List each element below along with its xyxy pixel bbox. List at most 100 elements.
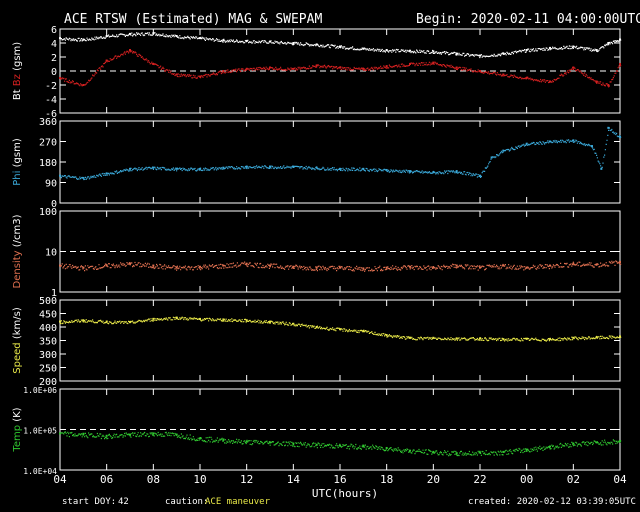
data-point	[432, 450, 435, 453]
y-axis-label: Density (/cm3)	[12, 214, 23, 288]
data-point	[175, 433, 178, 436]
data-point	[572, 262, 575, 265]
data-point	[525, 448, 528, 451]
data-point	[129, 49, 131, 51]
y-tick-label: 90	[45, 179, 57, 190]
data-point	[607, 126, 610, 129]
data-point	[292, 165, 295, 168]
y-axis-label-part: (km/s)	[12, 307, 23, 342]
y-tick-label: 250	[39, 364, 57, 375]
data-point	[572, 442, 575, 445]
data-point	[502, 52, 505, 55]
y-axis-label-part: Density	[12, 250, 23, 288]
created-time: created: 2020-02-12 03:39:05UTC	[468, 497, 636, 507]
data-point	[129, 167, 131, 170]
y-tick-label: 6	[51, 25, 57, 36]
data-point	[595, 263, 598, 266]
x-tick-label: 10	[193, 473, 206, 486]
series-speed	[59, 316, 622, 342]
data-point	[572, 66, 575, 69]
x-tick-label: 04	[53, 473, 67, 486]
data-point	[292, 265, 295, 268]
y-axis-label: Phi (gsm)	[12, 138, 23, 186]
y-axis-label-part: (K)	[12, 407, 23, 425]
x-tick-label: 08	[147, 473, 160, 486]
data-point	[339, 45, 341, 48]
x-tick-label: 02	[567, 473, 580, 486]
data-point	[595, 49, 598, 51]
data-point	[591, 145, 593, 148]
series-phi	[59, 126, 622, 181]
data-point	[222, 39, 225, 42]
data-point	[245, 262, 248, 265]
data-point	[595, 80, 598, 83]
data-point	[525, 77, 528, 79]
data-point	[175, 167, 178, 170]
y-tick-label: 1	[51, 288, 57, 299]
x-tick-label: 04	[613, 473, 627, 486]
data-point	[455, 52, 458, 55]
data-point	[222, 439, 225, 442]
caution-label: caution:	[165, 497, 209, 507]
data-point	[455, 66, 458, 69]
data-point	[292, 42, 295, 44]
chart-title: ACE RTSW (Estimated) MAG & SWEPAM	[64, 12, 323, 27]
data-point	[549, 445, 551, 448]
data-point	[269, 441, 271, 444]
y-axis-label-part: (gsm)	[12, 42, 23, 74]
y-tick-label: -2	[45, 81, 57, 92]
panel-frame	[59, 299, 621, 382]
data-scatter	[60, 316, 622, 342]
y-tick-label: 400	[39, 323, 57, 334]
data-point	[455, 170, 458, 173]
x-tick-label: 14	[287, 473, 301, 486]
data-point	[129, 262, 131, 265]
data-point	[245, 440, 248, 443]
data-point	[479, 174, 481, 177]
x-tick-label: 20	[427, 473, 440, 486]
data-point	[269, 320, 271, 323]
x-axis-label: UTC(hours)	[312, 487, 378, 500]
x-tick-label: 18	[380, 473, 393, 486]
y-tick-label: 10	[45, 248, 57, 259]
data-point	[152, 317, 155, 320]
y-axis-label-part: Phi	[12, 171, 23, 186]
y-tick-label: 1.0E+04	[23, 467, 57, 476]
data-point	[59, 264, 61, 267]
panel-frame	[59, 120, 621, 204]
y-axis-label: Speed (km/s)	[12, 307, 23, 374]
data-point	[82, 319, 85, 322]
y-axis-label-part: (gsm)	[12, 138, 23, 170]
data-point	[175, 266, 178, 269]
y-tick-label: 0	[51, 199, 57, 210]
y-tick-label: 350	[39, 337, 57, 348]
y-tick-label: 270	[39, 138, 57, 149]
data-point	[362, 167, 365, 170]
data-point	[222, 318, 225, 321]
data-point	[199, 265, 201, 268]
begin-time: Begin: 2020-02-11 04:00:00UTC	[416, 12, 640, 27]
data-point	[152, 63, 155, 65]
data-point	[315, 166, 318, 169]
data-point	[339, 167, 341, 170]
data-point	[619, 261, 621, 264]
data-point	[152, 166, 155, 169]
data-point	[432, 171, 435, 174]
y-tick-label: 500	[39, 296, 57, 307]
data-point	[432, 50, 435, 53]
data-point	[619, 63, 621, 65]
y-tick-label: 1.0E+06	[23, 386, 57, 395]
x-tick-label: 16	[333, 473, 346, 486]
data-point	[292, 442, 295, 445]
data-point	[269, 264, 271, 267]
y-tick-label: 180	[39, 158, 57, 169]
data-point	[105, 434, 108, 437]
y-tick-label: 1.0E+05	[23, 427, 57, 436]
y-axis-label: Temp (K)	[12, 407, 23, 452]
data-point	[600, 167, 603, 170]
data-point	[607, 84, 610, 86]
x-tick-label: 00	[520, 473, 533, 486]
x-tick-label: 12	[240, 473, 253, 486]
data-point	[572, 45, 575, 48]
